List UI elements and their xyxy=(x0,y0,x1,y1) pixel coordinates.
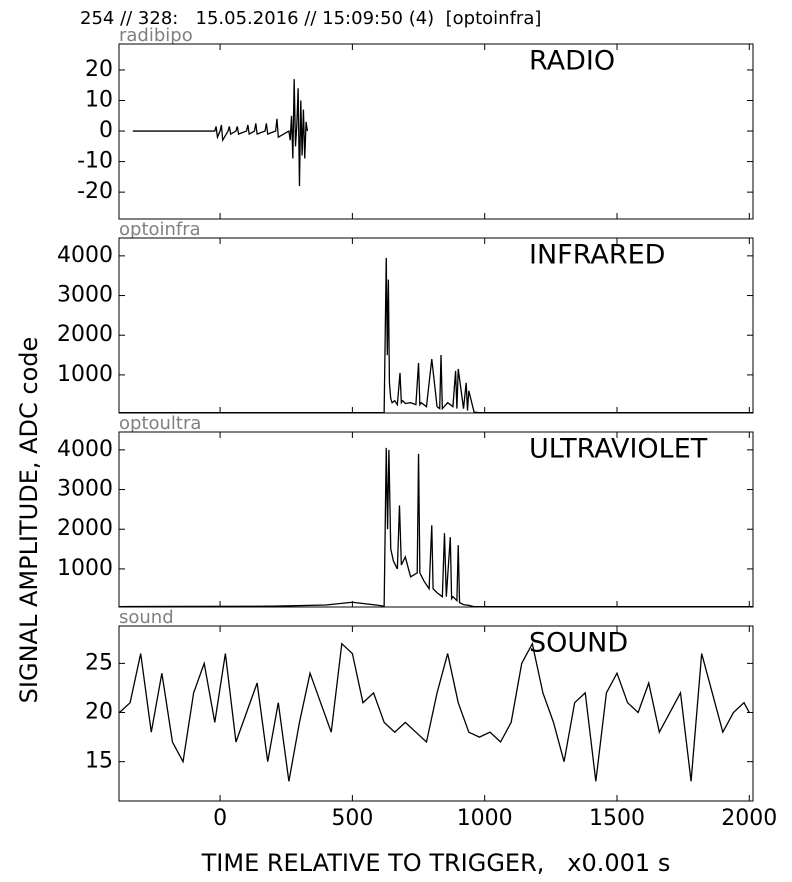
y-axis-label: SIGNAL AMPLITUDE, ADC code xyxy=(15,337,43,704)
y-tick-label: 3000 xyxy=(57,477,113,502)
data-line xyxy=(132,79,309,187)
chart-title: 254 // 328: 15.05.2016 // 15:09:50 (4) [… xyxy=(80,8,541,29)
x-tick-label: 0 xyxy=(213,806,227,831)
x-axis-label: TIME RELATIVE TO TRIGGER, x0.001 s xyxy=(201,849,671,877)
panel-label: sound xyxy=(119,607,174,628)
y-tick-label: 25 xyxy=(85,650,113,675)
y-tick-label: 2000 xyxy=(57,516,113,541)
panel-label: optoinfra xyxy=(119,219,201,240)
x-tick-label: 500 xyxy=(331,806,373,831)
y-tick-label: 1000 xyxy=(57,556,113,581)
y-tick-label: 4000 xyxy=(57,243,113,268)
panel-title: SOUND xyxy=(529,628,628,659)
plot-frame xyxy=(118,431,754,608)
x-tick-label: 1000 xyxy=(457,806,513,831)
y-tick-label: 4000 xyxy=(57,437,113,462)
y-tick-label: 20 xyxy=(85,700,113,725)
y-tick-label: 1000 xyxy=(57,362,113,387)
plot-frame xyxy=(118,625,754,802)
x-tick-label: 1500 xyxy=(589,806,645,831)
y-tick-label: 15 xyxy=(85,749,113,774)
data-line xyxy=(119,257,753,414)
plot-frame xyxy=(118,237,754,414)
panel-label: optoultra xyxy=(119,413,201,434)
y-tick-label: 10 xyxy=(85,88,113,113)
y-tick-label: -10 xyxy=(77,149,113,174)
y-tick-label: -20 xyxy=(77,179,113,204)
y-tick-label: 2000 xyxy=(57,322,113,347)
panel-title: RADIO xyxy=(529,46,615,77)
data-line xyxy=(119,641,750,782)
panel-title: INFRARED xyxy=(529,240,665,271)
x-tick-label: 2000 xyxy=(721,806,777,831)
panel-label: radibipo xyxy=(119,25,193,46)
data-line xyxy=(119,447,753,608)
y-tick-label: 3000 xyxy=(57,283,113,308)
y-tick-label: 0 xyxy=(99,118,113,143)
y-tick-label: 20 xyxy=(85,57,113,82)
panel-title: ULTRAVIOLET xyxy=(529,434,708,465)
